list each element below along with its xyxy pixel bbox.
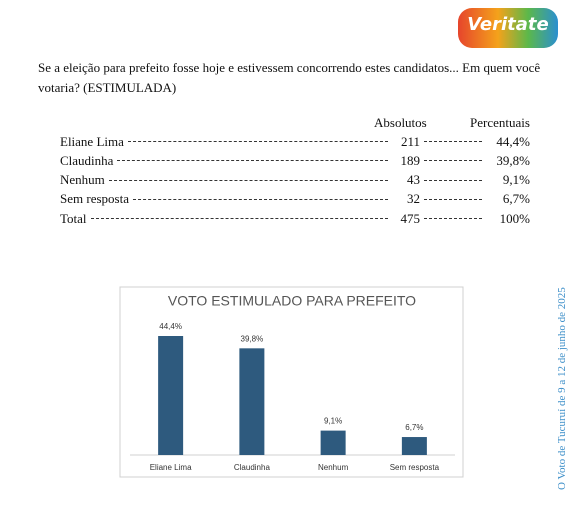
leader	[132, 198, 388, 200]
table-row: Eliane Lima 211 44,4%	[60, 132, 530, 151]
bar	[401, 437, 427, 455]
leader	[90, 218, 388, 220]
x-tick-label: Sem resposta	[390, 463, 440, 472]
leader	[424, 179, 482, 181]
question: Se a eleição para prefeito fosse hoje e …	[38, 60, 541, 95]
value-label: 39,8%	[241, 334, 264, 343]
leader	[424, 218, 482, 220]
percent-value: 6,7%	[502, 191, 530, 207]
value-label: 9,1%	[324, 417, 342, 426]
leader	[108, 179, 388, 181]
x-tick-label: Eliane Lima	[150, 463, 192, 472]
leader	[424, 160, 482, 162]
leader	[127, 141, 388, 142]
row-label: Nenhum	[60, 172, 105, 188]
absolute-value: 475	[400, 210, 421, 226]
x-tick-label: Nenhum	[318, 463, 349, 472]
bar	[320, 430, 346, 455]
bar	[239, 348, 265, 455]
table-row: Nenhum 43 9,1%	[60, 171, 530, 190]
table-row: Claudinha 189 39,8%	[60, 151, 530, 170]
table-row: Sem resposta 32 6,7%	[60, 190, 530, 209]
row-label: Eliane Lima	[60, 133, 124, 149]
absolute-value: 189	[400, 152, 421, 168]
row-label: Sem resposta	[60, 191, 129, 207]
absolute-value: 32	[407, 191, 420, 207]
column-header: Absolutos	[374, 115, 427, 130]
chart-title: VOTO ESTIMULADO PARA PREFEITO	[168, 293, 416, 309]
value-label: 6,7%	[405, 423, 423, 432]
row-label: Total	[60, 210, 87, 226]
logo: Veritate	[458, 8, 558, 48]
percent-value: 39,8%	[496, 152, 530, 168]
percent-value: 44,4%	[496, 133, 530, 149]
x-tick-label: Claudinha	[234, 463, 271, 472]
absolute-value: 43	[407, 172, 420, 188]
table-row: Total 475 100%	[60, 209, 530, 228]
percent-value: 100%	[499, 210, 530, 226]
value-label: 44,4%	[159, 322, 182, 331]
absolute-value: 211	[400, 133, 420, 149]
percent-value: 9,1%	[502, 172, 530, 188]
leader	[424, 198, 482, 200]
column-header: Percentuais	[470, 115, 530, 130]
leader	[117, 160, 388, 162]
bar	[158, 336, 184, 455]
leader	[424, 141, 482, 142]
row-label: Claudinha	[60, 152, 114, 168]
